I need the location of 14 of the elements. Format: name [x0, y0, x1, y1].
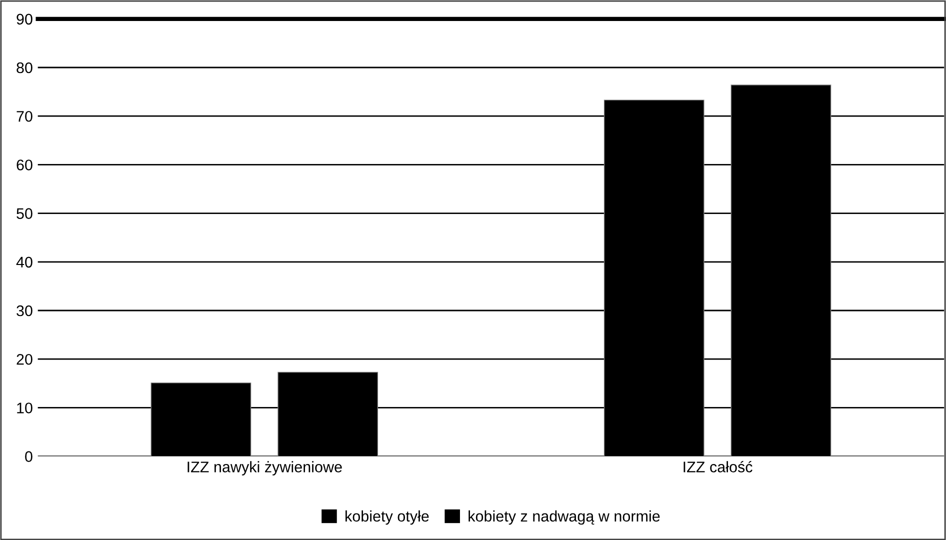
y-tick-label: 20: [16, 354, 32, 365]
x-tick-label: IZZ całość: [684, 460, 752, 472]
legend-label: kobiety otyłe: [346, 510, 429, 525]
y-tick-label: 70: [16, 110, 32, 122]
y-tick-label: 40: [16, 256, 32, 268]
y-tick-label: 60: [16, 160, 32, 170]
y-tick-label: 10: [17, 402, 32, 414]
y-tick-label: 80: [16, 62, 32, 74]
y-tick-label: 50: [16, 208, 32, 219]
y-tick-label: 30: [16, 305, 32, 316]
legend-label: kobiety z nadwagą w normie: [468, 510, 660, 525]
y-tick-label: 90: [16, 14, 32, 25]
x-tick-label: IZZ nawyki żywieniowe: [188, 461, 342, 476]
y-tick-label: 0: [25, 451, 32, 462]
